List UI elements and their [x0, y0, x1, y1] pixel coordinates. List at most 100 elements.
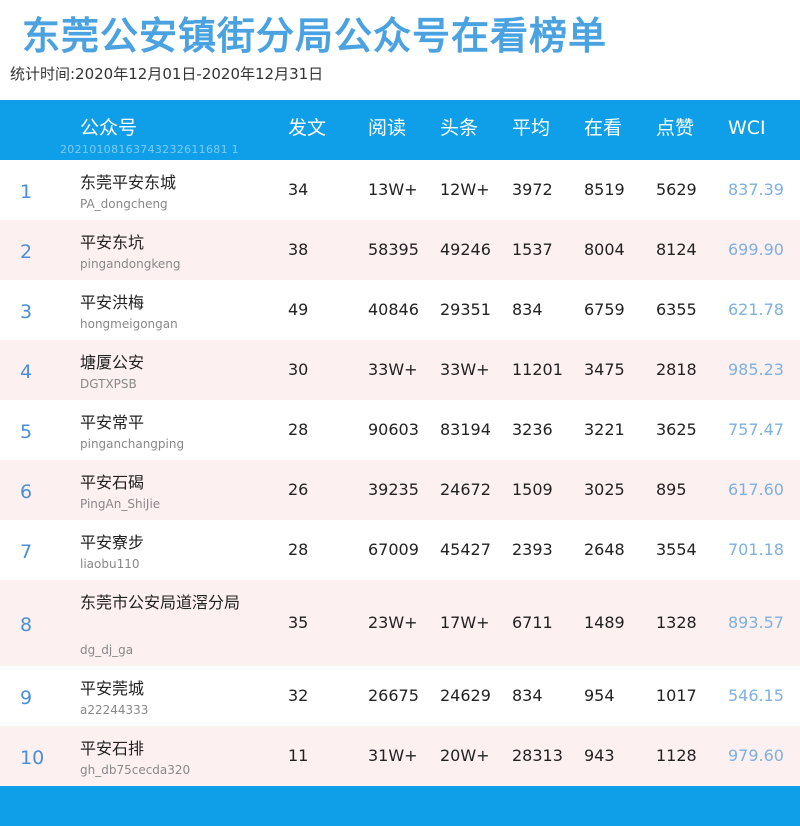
- cell-rank: 9: [20, 687, 33, 709]
- table-row: 4 塘厦公安 DGTXPSB 30 33W+ 33W+ 11201 3475 2818 985.2…: [0, 340, 800, 400]
- cell-rank: 1: [20, 181, 33, 203]
- cell-average: 834: [512, 300, 543, 319]
- cell-average: 2393: [512, 540, 553, 559]
- cell-posts: 28: [288, 540, 309, 559]
- cell-average: 834: [512, 686, 543, 705]
- page-title: 东莞公安镇街分局公众号在看榜单: [22, 14, 608, 58]
- cell-headline: 17W+: [440, 613, 490, 632]
- cell-likes: 5629: [656, 180, 697, 199]
- cell-likes: 1017: [656, 686, 697, 705]
- cell-reads: 67009: [368, 540, 419, 559]
- cell-reads: 40846: [368, 300, 419, 319]
- cell-headline: 83194: [440, 420, 491, 439]
- cell-headline: 49246: [440, 240, 491, 259]
- header-average: 平均: [512, 117, 551, 139]
- cell-watching: 8519: [584, 180, 625, 199]
- table-row: 9 平安莞城 a22244333 32 26675 24629 834 954 1017 546.…: [0, 666, 800, 726]
- cell-account-name: 平安石排: [80, 739, 145, 758]
- cell-account-name: 平安莞城: [80, 679, 145, 698]
- cell-rank: 8: [20, 614, 33, 636]
- table-row: 7 平安寮步 liaobu110 28 67009 45427 2393 2648 3554 70…: [0, 520, 800, 580]
- cell-headline: 33W+: [440, 360, 490, 379]
- cell-likes: 895: [656, 480, 687, 499]
- cell-account-name: 平安东坑: [80, 233, 145, 252]
- table-row: 10 平安石排 gh_db75cecda320 11 31W+ 20W+ 28313 943 1…: [0, 726, 800, 786]
- header-wci: WCI: [728, 117, 766, 139]
- cell-likes: 1128: [656, 746, 697, 765]
- cell-account-id: PA_dongcheng: [80, 197, 168, 211]
- header-likes: 点赞: [656, 117, 695, 139]
- cell-average: 11201: [512, 360, 563, 379]
- stat-period: 统计时间:2020年12月01日-2020年12月31日: [10, 65, 324, 83]
- cell-likes: 3554: [656, 540, 697, 559]
- cell-reads: 13W+: [368, 180, 418, 199]
- cell-headline: 24672: [440, 480, 491, 499]
- cell-wci: 617.60: [728, 480, 784, 499]
- cell-headline: 12W+: [440, 180, 490, 199]
- cell-average: 1537: [512, 240, 553, 259]
- cell-watching: 3221: [584, 420, 625, 439]
- cell-headline: 45427: [440, 540, 491, 559]
- cell-account-id: a22244333: [80, 703, 149, 717]
- cell-average: 6711: [512, 613, 553, 632]
- cell-rank: 3: [20, 301, 33, 323]
- cell-wci: 985.23: [728, 360, 784, 379]
- cell-reads: 90603: [368, 420, 419, 439]
- cell-watching: 954: [584, 686, 615, 705]
- ranking-table: 公众号 发文 阅读 头条 平均 在看 点赞 WCI 20210108163743…: [0, 100, 800, 786]
- cell-reads: 58395: [368, 240, 419, 259]
- cell-watching: 3475: [584, 360, 625, 379]
- table-row: 6 平安石碣 PingAn_ShiJie 26 39235 24672 1509 3025 89…: [0, 460, 800, 520]
- header-reads: 阅读: [368, 117, 407, 139]
- cell-likes: 3625: [656, 420, 697, 439]
- cell-headline: 29351: [440, 300, 491, 319]
- cell-reads: 33W+: [368, 360, 418, 379]
- cell-posts: 26: [288, 480, 309, 499]
- cell-average: 3972: [512, 180, 553, 199]
- cell-wci: 979.60: [728, 746, 784, 765]
- cell-account-name: 东莞平安东城: [80, 173, 177, 192]
- cell-account-id: dg_dj_ga: [80, 643, 134, 657]
- table-row: 2 平安东坑 pingandongkeng 38 58395 49246 1537 8004 8…: [0, 220, 800, 280]
- cell-account-name: 平安石碣: [80, 473, 145, 492]
- cell-posts: 34: [288, 180, 309, 199]
- cell-account-id: pinganchangping: [80, 437, 185, 451]
- cell-watching: 1489: [584, 613, 625, 632]
- cell-account-id: DGTXPSB: [80, 377, 137, 391]
- header-watermark-code: 20210108163743232611681 1: [60, 143, 239, 156]
- cell-account-name: 塘厦公安: [80, 353, 145, 372]
- cell-wci: 837.39: [728, 180, 784, 199]
- cell-posts: 30: [288, 360, 309, 379]
- cell-account-id: gh_db75cecda320: [80, 763, 191, 777]
- cell-rank: 10: [20, 747, 45, 769]
- cell-rank: 5: [20, 421, 33, 443]
- cell-watching: 2648: [584, 540, 625, 559]
- cell-account-id: pingandongkeng: [80, 257, 181, 271]
- table-row: 8 东莞市公安局道滘分局 dg_dj_ga 35 23W+ 17W+ 6711 1489 132…: [0, 580, 800, 666]
- table-header: 公众号 发文 阅读 头条 平均 在看 点赞 WCI 20210108163743…: [0, 100, 800, 160]
- cell-rank: 6: [20, 481, 33, 503]
- cell-watching: 943: [584, 746, 615, 765]
- cell-account-name: 平安常平: [80, 413, 145, 432]
- cell-rank: 7: [20, 541, 33, 563]
- cell-posts: 11: [288, 746, 309, 765]
- cell-watching: 3025: [584, 480, 625, 499]
- cell-account-id: PingAn_ShiJie: [80, 497, 161, 511]
- cell-reads: 23W+: [368, 613, 418, 632]
- cell-account-id: liaobu110: [80, 557, 140, 571]
- cell-average: 28313: [512, 746, 563, 765]
- cell-wci: 621.78: [728, 300, 784, 319]
- cell-posts: 38: [288, 240, 309, 259]
- cell-reads: 26675: [368, 686, 419, 705]
- cell-headline: 20W+: [440, 746, 490, 765]
- cell-wci: 699.90: [728, 240, 784, 259]
- cell-likes: 6355: [656, 300, 697, 319]
- table-row: 5 平安常平 pinganchangping 28 90603 83194 3236 3221…: [0, 400, 800, 460]
- header-headline: 头条: [440, 117, 479, 139]
- cell-wci: 757.47: [728, 420, 784, 439]
- table-row: 1 东莞平安东城 PA_dongcheng 34 13W+ 12W+ 3972 8519 562…: [0, 160, 800, 220]
- cell-posts: 35: [288, 613, 309, 632]
- footer-bar: [0, 786, 800, 826]
- cell-rank: 2: [20, 241, 33, 263]
- cell-reads: 39235: [368, 480, 419, 499]
